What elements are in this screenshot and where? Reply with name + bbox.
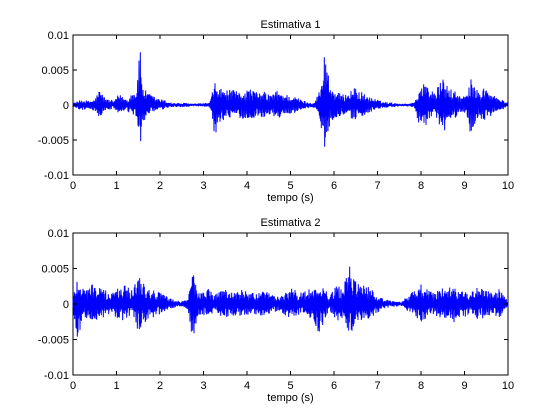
y-tick-label: 0.005	[41, 65, 69, 77]
subplot-estimativa-2: 0 1 2 3 4 5 6 7 8 9 10 0.01 0.005 0 -0.005 -0.01 Estim…	[38, 217, 514, 404]
x-tick-label: 10	[502, 180, 514, 192]
chart-title: Estimativa 2	[261, 217, 321, 229]
y-tick-label: -0.01	[44, 370, 69, 382]
x-axis-ticks: 0 1 2 3 4 5 6 7 8 9 10	[70, 233, 514, 392]
x-tick-label: 7	[374, 180, 380, 192]
x-tick-label: 6	[331, 180, 337, 192]
x-tick-label: 2	[157, 180, 163, 192]
x-axis-ticks: 0 1 2 3 4 5 6 7 8 9 10	[70, 35, 514, 192]
x-tick-label: 8	[418, 180, 424, 192]
x-axis-label: tempo (s)	[267, 192, 313, 204]
x-tick-label: 10	[502, 380, 514, 392]
x-tick-label: 7	[374, 380, 380, 392]
x-tick-label: 4	[244, 380, 250, 392]
y-axis-ticks: 0.01 0.005 0 -0.005 -0.01	[38, 228, 508, 382]
x-tick-label: 8	[418, 380, 424, 392]
x-tick-label: 5	[287, 380, 293, 392]
y-axis-ticks: 0.01 0.005 0 -0.005 -0.01	[38, 30, 508, 182]
y-tick-label: 0	[63, 299, 69, 311]
x-tick-label: 3	[200, 180, 206, 192]
x-tick-label: 1	[113, 380, 119, 392]
y-tick-label: -0.005	[38, 135, 69, 147]
waveform-series	[72, 52, 509, 147]
y-tick-label: -0.005	[38, 335, 69, 347]
x-tick-label: 0	[70, 180, 76, 192]
chart-title: Estimativa 1	[261, 19, 321, 31]
y-tick-label: 0.01	[48, 228, 69, 240]
x-tick-label: 1	[113, 180, 119, 192]
x-tick-label: 4	[244, 180, 250, 192]
x-axis-label: tempo (s)	[267, 392, 313, 404]
y-tick-label: 0.01	[48, 30, 69, 42]
y-tick-label: 0.005	[41, 264, 69, 276]
x-tick-label: 3	[200, 380, 206, 392]
x-tick-label: 9	[461, 180, 467, 192]
subplot-estimativa-1: 0 1 2 3 4 5 6 7 8 9 10 0.01 0.005 0 -0.005 -0.01 Estim…	[38, 19, 514, 204]
x-tick-label: 9	[461, 380, 467, 392]
waveform-series	[72, 266, 509, 337]
y-tick-label: -0.01	[44, 170, 69, 182]
y-tick-label: 0	[63, 100, 69, 112]
x-tick-label: 5	[287, 180, 293, 192]
x-tick-label: 6	[331, 380, 337, 392]
x-tick-label: 2	[157, 380, 163, 392]
x-tick-label: 0	[70, 380, 76, 392]
